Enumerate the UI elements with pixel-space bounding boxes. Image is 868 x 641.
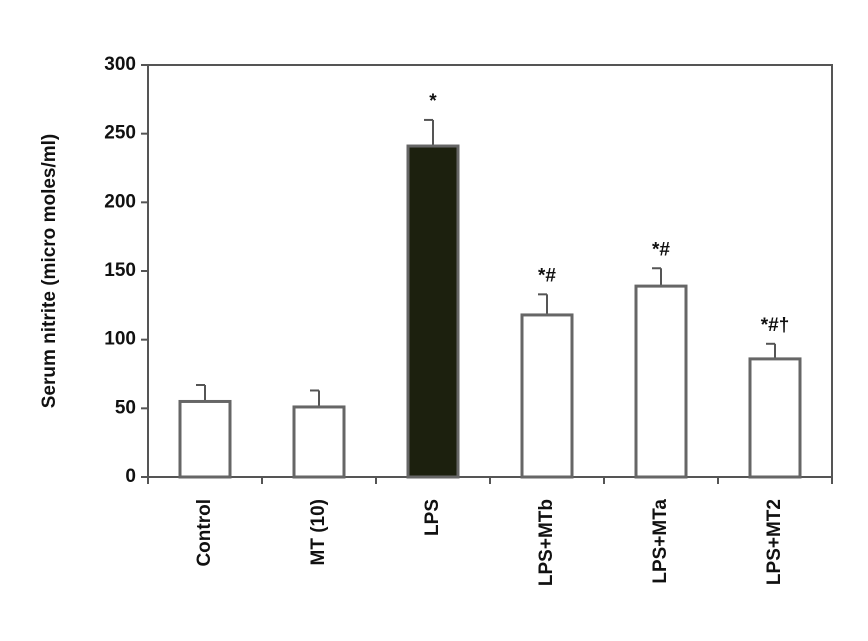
- bar: [406, 144, 460, 479]
- y-tick-label: 100: [104, 329, 136, 350]
- x-tick-label: MT (10): [308, 499, 329, 566]
- x-tick-label: LPS+MTb: [536, 499, 557, 586]
- annotation: *#†: [761, 315, 790, 336]
- bar: [292, 405, 346, 479]
- y-tick-label: 200: [104, 191, 136, 212]
- y-tick-label: 50: [115, 397, 136, 418]
- x-tick-label: LPS: [422, 499, 443, 536]
- bar: [520, 313, 574, 479]
- y-tick-label: 150: [104, 260, 136, 281]
- y-tick-label: 300: [104, 54, 136, 75]
- bar: [748, 357, 802, 479]
- bar: [634, 284, 688, 479]
- x-tick-label: Control: [194, 499, 215, 567]
- y-tick-label: 250: [104, 123, 136, 144]
- plot-frame: [147, 64, 833, 478]
- x-tick-label: LPS+MT2: [764, 499, 785, 585]
- annotation: *#: [652, 239, 670, 260]
- annotation: *#: [538, 265, 556, 286]
- annotation: *: [429, 91, 437, 112]
- y-tick-label: 0: [125, 466, 136, 487]
- y-axis-label: Serum nitrite (micro moles/ml): [39, 134, 60, 409]
- x-tick-label: LPS+MTa: [650, 499, 671, 584]
- bar: [178, 399, 232, 479]
